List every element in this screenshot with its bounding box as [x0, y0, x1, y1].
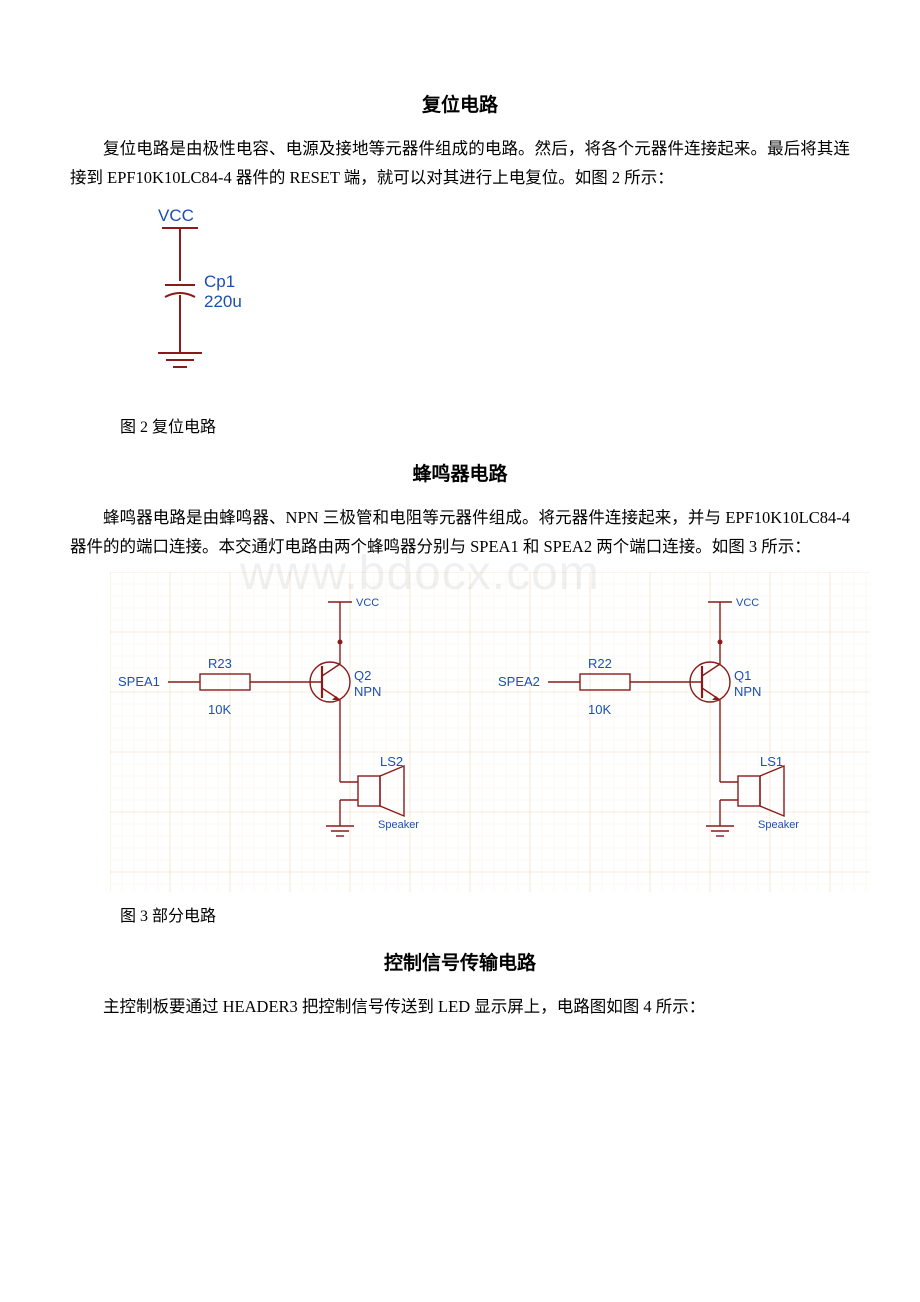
- svg-text:220u: 220u: [204, 292, 242, 311]
- figure2-caption: 图 2 复位电路: [120, 413, 850, 437]
- svg-text:Speaker: Speaker: [378, 819, 419, 831]
- figure2-container: VCC Cp1220u: [110, 203, 850, 403]
- section2-title: 蜂鸣器电路: [70, 459, 850, 486]
- svg-text:R22: R22: [588, 656, 612, 671]
- svg-text:LS1: LS1: [760, 754, 783, 769]
- svg-text:NPN: NPN: [734, 684, 761, 699]
- svg-text:SPEA1: SPEA1: [118, 674, 160, 689]
- section2-paragraph: 蜂鸣器电路是由蜂鸣器、NPN 三极管和电阻等元器件组成。将元器件连接起来，并与 …: [70, 504, 850, 562]
- svg-text:SPEA2: SPEA2: [498, 674, 540, 689]
- svg-text:Q2: Q2: [354, 668, 371, 683]
- section1-title: 复位电路: [70, 90, 850, 117]
- figure3-caption: 图 3 部分电路: [120, 902, 850, 926]
- svg-text:VCC: VCC: [158, 206, 194, 225]
- svg-text:VCC: VCC: [736, 597, 759, 609]
- svg-text:Q1: Q1: [734, 668, 751, 683]
- svg-text:Cp1: Cp1: [204, 272, 235, 291]
- svg-text:10K: 10K: [588, 702, 611, 717]
- figure3-svg: SPEA1R2310KQ2NPNVCCLS2SpeakerSPEA2R2210K…: [110, 572, 870, 892]
- section3-paragraph: 主控制板要通过 HEADER3 把控制信号传送到 LED 显示屏上，电路图如图 …: [70, 993, 850, 1022]
- svg-text:Speaker: Speaker: [758, 819, 799, 831]
- section1-paragraph: 复位电路是由极性电容、电源及接地等元器件组成的电路。然后，将各个元器件连接起来。…: [70, 135, 850, 193]
- svg-text:NPN: NPN: [354, 684, 381, 699]
- figure3-container: www.bdocx.com SPEA1R2310KQ2NPNVCCLS2Spea…: [70, 572, 850, 892]
- svg-text:VCC: VCC: [356, 597, 379, 609]
- svg-text:10K: 10K: [208, 702, 231, 717]
- svg-text:R23: R23: [208, 656, 232, 671]
- section3-title: 控制信号传输电路: [70, 948, 850, 975]
- svg-text:LS2: LS2: [380, 754, 403, 769]
- figure2-svg: VCC Cp1220u: [110, 203, 280, 403]
